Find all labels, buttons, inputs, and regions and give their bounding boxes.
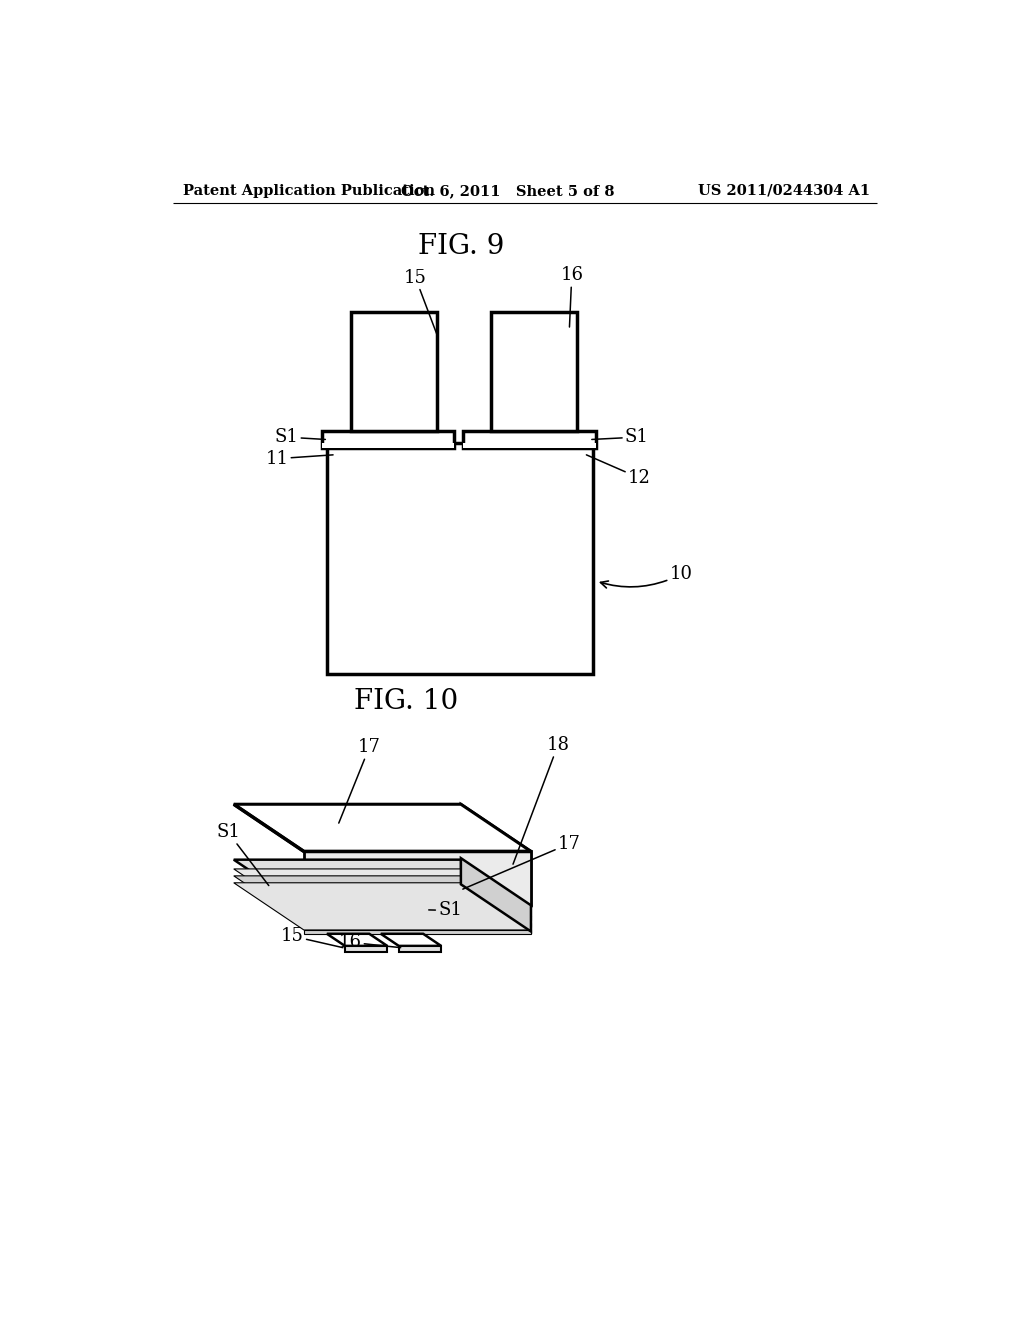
Text: 12: 12 xyxy=(587,455,651,487)
Text: 15: 15 xyxy=(404,269,437,335)
Text: Patent Application Publication: Patent Application Publication xyxy=(183,183,435,198)
Polygon shape xyxy=(304,923,531,927)
Bar xyxy=(322,444,454,447)
Polygon shape xyxy=(327,933,387,946)
Bar xyxy=(322,430,454,447)
Polygon shape xyxy=(233,883,531,929)
Polygon shape xyxy=(304,916,531,920)
Polygon shape xyxy=(381,933,441,946)
Polygon shape xyxy=(461,858,531,932)
Bar xyxy=(463,430,596,447)
Polygon shape xyxy=(461,804,531,906)
Polygon shape xyxy=(304,929,531,933)
Text: S1: S1 xyxy=(592,428,649,446)
Polygon shape xyxy=(233,859,531,907)
Text: 16: 16 xyxy=(339,933,400,952)
Text: FIG. 10: FIG. 10 xyxy=(354,688,459,714)
Polygon shape xyxy=(233,876,531,923)
Polygon shape xyxy=(461,883,531,933)
Polygon shape xyxy=(345,946,387,952)
Text: S1: S1 xyxy=(216,824,268,886)
Text: 17: 17 xyxy=(463,834,581,890)
Polygon shape xyxy=(233,869,531,916)
Polygon shape xyxy=(461,869,531,920)
Polygon shape xyxy=(461,876,531,927)
Text: 18: 18 xyxy=(513,737,569,865)
Polygon shape xyxy=(398,946,441,952)
Bar xyxy=(490,312,578,430)
Bar xyxy=(351,312,437,430)
Text: 11: 11 xyxy=(265,450,333,467)
Bar xyxy=(463,444,596,447)
Polygon shape xyxy=(461,859,531,916)
Text: FIG. 9: FIG. 9 xyxy=(419,234,505,260)
Bar xyxy=(327,444,593,675)
Polygon shape xyxy=(304,907,531,916)
Text: US 2011/0244304 A1: US 2011/0244304 A1 xyxy=(697,183,869,198)
Text: Oct. 6, 2011   Sheet 5 of 8: Oct. 6, 2011 Sheet 5 of 8 xyxy=(401,183,614,198)
Text: 17: 17 xyxy=(339,738,381,824)
Text: 16: 16 xyxy=(560,267,584,327)
Polygon shape xyxy=(233,804,531,851)
Text: 15: 15 xyxy=(281,927,343,948)
Text: S1: S1 xyxy=(274,428,326,446)
Text: 10: 10 xyxy=(600,565,692,587)
Text: S1: S1 xyxy=(429,902,462,920)
Polygon shape xyxy=(304,851,531,906)
